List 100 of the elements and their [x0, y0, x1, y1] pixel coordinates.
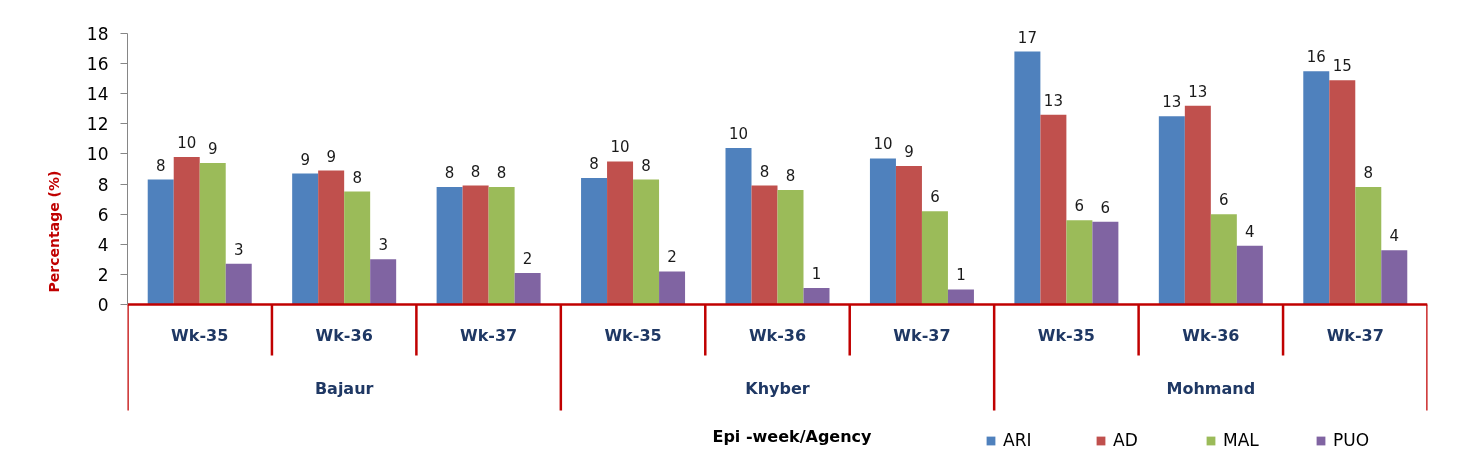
data-label: 8 — [641, 156, 651, 175]
bar — [1355, 187, 1382, 305]
bar — [225, 263, 252, 305]
bar — [1014, 51, 1041, 305]
data-label: 13 — [1188, 82, 1208, 101]
bar — [581, 178, 608, 305]
bar — [895, 165, 922, 305]
bar — [344, 191, 371, 305]
data-label: 10 — [728, 124, 749, 143]
data-label: 8 — [785, 167, 796, 186]
y-axis-title: Percentage (%) — [45, 170, 62, 293]
y-tick-label: 18 — [86, 24, 109, 44]
data-label: 8 — [1363, 164, 1374, 183]
data-label: 4 — [1389, 227, 1400, 246]
bar — [199, 162, 226, 305]
x-tick-label: Wk-35 — [604, 326, 662, 345]
legend-label: AD — [1113, 430, 1139, 450]
x-tick-label: Wk-35 — [1037, 326, 1095, 345]
bar — [607, 161, 634, 305]
bar — [488, 187, 515, 305]
data-label: 8 — [470, 162, 481, 181]
bar — [292, 173, 319, 305]
bar — [947, 289, 974, 305]
x-tick-label: Wk-35 — [171, 326, 229, 345]
x-tick-label: Wk-37 — [893, 326, 951, 345]
bar — [869, 158, 896, 305]
bar — [921, 211, 948, 305]
data-label: 17 — [1017, 28, 1037, 47]
x-tick-label: Wk-37 — [460, 326, 518, 345]
bar — [1381, 250, 1408, 305]
y-tick-label: 4 — [97, 234, 109, 255]
bar — [1303, 71, 1330, 305]
data-label: 8 — [589, 155, 599, 174]
data-label: 6 — [1100, 198, 1111, 217]
data-label: 6 — [1074, 197, 1085, 216]
bar — [514, 272, 541, 305]
x-tick-label: Wk-36 — [748, 326, 807, 345]
y-tick-label: 12 — [86, 114, 109, 135]
data-label: 9 — [904, 142, 914, 161]
text: Mohmand — [1166, 379, 1256, 398]
data-label: 9 — [207, 139, 218, 158]
bar — [1184, 105, 1211, 305]
data-label: 10 — [873, 135, 893, 154]
text: Bajaur — [314, 379, 374, 398]
data-label: 9 — [326, 147, 336, 166]
bar — [462, 185, 489, 305]
bar — [318, 170, 345, 305]
bar — [633, 179, 660, 305]
data-label: 8 — [496, 164, 507, 183]
bar — [803, 287, 830, 305]
bar — [436, 187, 463, 305]
data-label: 13 — [1043, 91, 1063, 110]
data-label: 8 — [444, 164, 455, 183]
bar — [1158, 116, 1185, 305]
bar — [1040, 114, 1067, 305]
data-label: 10 — [177, 133, 197, 152]
legend-label: PUO — [1333, 430, 1371, 450]
data-label: 2 — [667, 248, 677, 267]
data-label: 6 — [930, 188, 940, 207]
legend-label: ARI — [1003, 430, 1033, 450]
x-tick-label: Wk-36 — [1182, 326, 1240, 345]
bar — [1329, 80, 1356, 305]
bar — [777, 190, 804, 305]
bar — [173, 156, 200, 305]
bar — [725, 147, 752, 305]
bar — [1092, 221, 1119, 305]
y-tick-label: 14 — [86, 84, 109, 105]
data-label: 1 — [956, 266, 966, 285]
data-label: 10 — [610, 138, 630, 157]
data-label: 9 — [300, 150, 310, 169]
data-label: 13 — [1162, 93, 1182, 112]
x-tick-label: Wk-37 — [1326, 326, 1384, 345]
y-tick-label: 10 — [86, 144, 109, 165]
data-label: 15 — [1332, 57, 1352, 76]
bar — [1066, 220, 1093, 305]
legend-label: MAL — [1223, 430, 1260, 450]
bar — [659, 271, 686, 305]
bar — [1210, 214, 1237, 305]
y-tick-label: 16 — [86, 54, 109, 75]
y-tick-label: 0 — [97, 295, 109, 315]
y-tick-label: 8 — [97, 174, 109, 195]
data-label: 1 — [811, 264, 822, 283]
data-label: 8 — [352, 168, 362, 187]
data-label: 8 — [155, 156, 166, 175]
bar — [147, 179, 174, 305]
y-tick-label: 2 — [97, 264, 109, 285]
data-label: 8 — [759, 162, 770, 181]
data-label: 4 — [1245, 222, 1255, 241]
bar — [370, 259, 397, 305]
data-label: 3 — [378, 236, 388, 255]
data-label: 3 — [233, 240, 244, 259]
legend-title: Epi -week/Agency — [712, 427, 873, 446]
data-label: 6 — [1219, 191, 1229, 210]
text: Khyber — [745, 379, 810, 398]
data-label: 16 — [1306, 48, 1326, 67]
x-tick-label: Wk-36 — [315, 326, 373, 345]
y-tick-label: 6 — [97, 204, 109, 225]
data-label: 2 — [522, 249, 533, 268]
bar — [1236, 245, 1263, 305]
bar — [751, 185, 778, 305]
